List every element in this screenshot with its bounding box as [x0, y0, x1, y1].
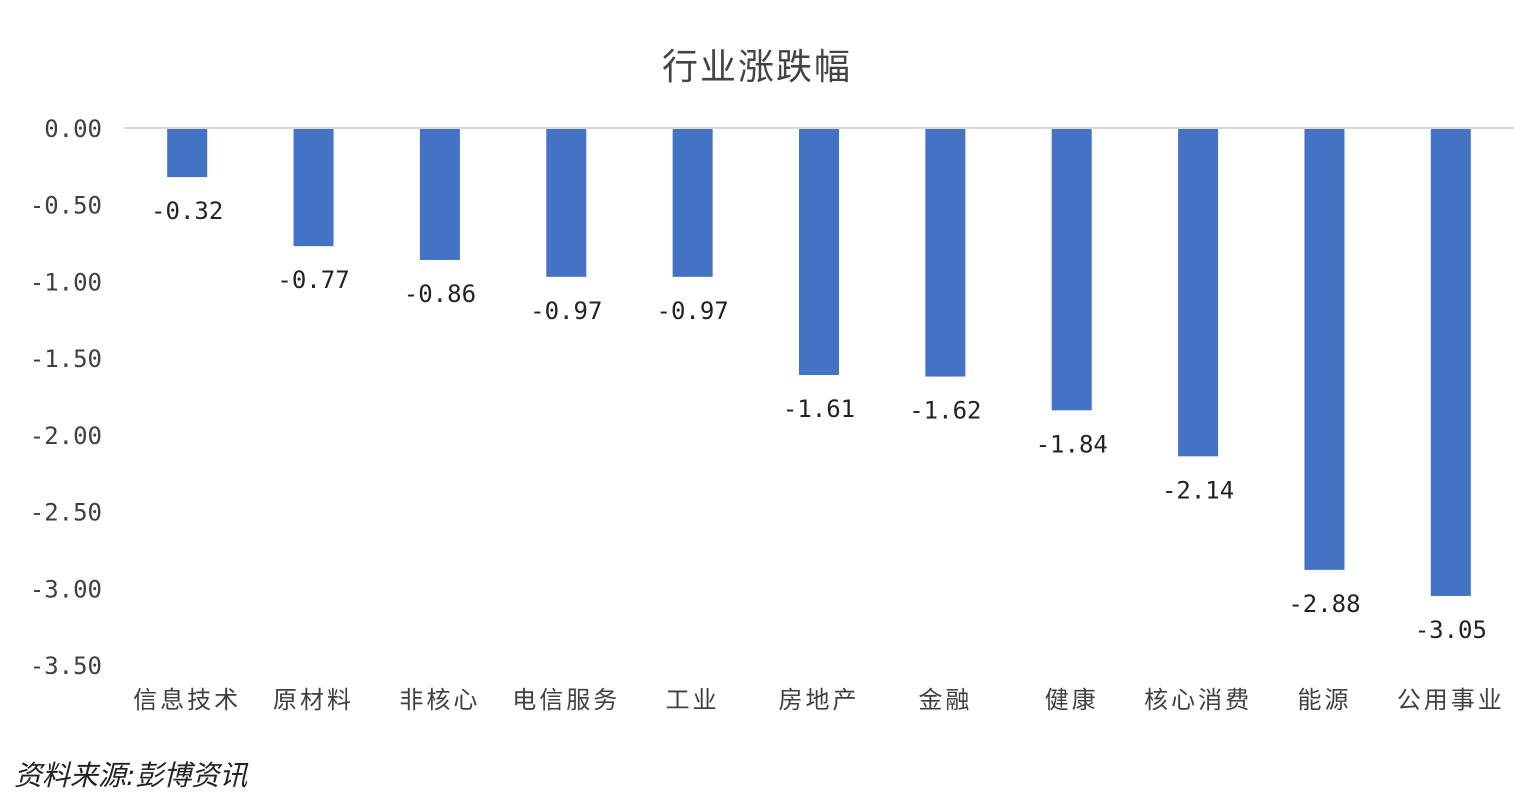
- x-tick-label: 工业: [666, 686, 720, 714]
- x-tick-label: 非核心: [399, 686, 480, 714]
- y-tick-label: 0.00: [44, 115, 102, 143]
- data-label: -0.77: [277, 266, 349, 294]
- x-tick-label: 原材料: [273, 686, 354, 714]
- y-tick-label: -1.50: [30, 345, 102, 373]
- data-label: -2.14: [1162, 476, 1234, 504]
- data-label: -1.62: [909, 397, 981, 425]
- x-tick-label: 金融: [918, 686, 972, 714]
- data-label: -2.88: [1288, 590, 1360, 618]
- x-tick-label: 健康: [1045, 686, 1099, 714]
- bar: [167, 128, 208, 178]
- x-tick-label: 电信服务: [512, 686, 620, 714]
- bar: [1178, 128, 1219, 457]
- source-note: 资料来源:彭博资讯: [14, 759, 248, 792]
- data-label: -1.61: [783, 395, 855, 423]
- data-label: -1.84: [1036, 430, 1108, 458]
- x-tick-label: 能源: [1297, 686, 1351, 714]
- y-tick-label: -2.50: [30, 499, 102, 527]
- data-label: -0.32: [151, 197, 223, 225]
- bar: [1051, 128, 1092, 411]
- bar: [925, 128, 966, 377]
- data-label: -0.97: [657, 297, 729, 325]
- x-tick-label: 信息技术: [133, 686, 241, 714]
- data-label: -3.05: [1415, 616, 1487, 644]
- y-tick-label: -0.50: [30, 192, 102, 220]
- x-tick-label: 公用事业: [1397, 686, 1505, 714]
- x-tick-label: 核心消费: [1144, 686, 1252, 714]
- y-tick-label: -3.00: [30, 575, 102, 603]
- bar: [799, 128, 839, 376]
- data-label: -0.97: [530, 297, 602, 325]
- bar: [1304, 128, 1345, 570]
- x-tick-label: 房地产: [779, 686, 860, 714]
- y-tick-label: -2.00: [30, 422, 102, 450]
- y-tick-label: -1.00: [30, 268, 102, 296]
- chart-title: 行业涨跌幅: [661, 47, 852, 88]
- bar: [546, 128, 587, 277]
- bar: [1430, 128, 1471, 596]
- bar: [293, 128, 334, 247]
- bar: [672, 128, 713, 277]
- y-tick-label: -3.50: [30, 652, 102, 680]
- data-label: -0.86: [404, 280, 476, 308]
- bar: [419, 128, 460, 260]
